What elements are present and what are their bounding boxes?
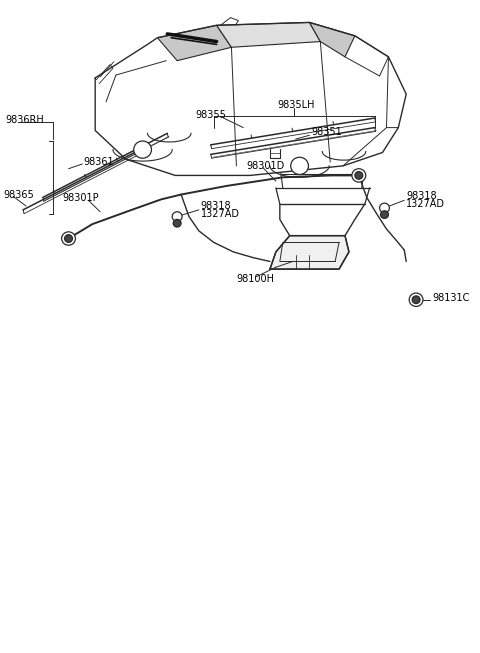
Circle shape [172, 212, 182, 221]
Circle shape [355, 172, 363, 179]
Text: 98301P: 98301P [62, 193, 99, 203]
Polygon shape [310, 22, 355, 57]
Text: 98318: 98318 [201, 201, 231, 211]
Circle shape [380, 203, 389, 213]
Text: 1327AD: 1327AD [201, 209, 240, 219]
Circle shape [291, 157, 309, 174]
Polygon shape [216, 22, 320, 47]
Text: 9835LH: 9835LH [278, 100, 315, 110]
Circle shape [409, 293, 423, 306]
Text: 98100H: 98100H [236, 274, 275, 283]
Text: 98301D: 98301D [246, 161, 285, 171]
Text: 98351: 98351 [312, 127, 342, 137]
Text: 98365: 98365 [3, 189, 34, 200]
Circle shape [173, 219, 181, 227]
Text: 98318: 98318 [406, 191, 437, 202]
Circle shape [412, 296, 420, 304]
Text: 9836RH: 9836RH [5, 115, 44, 125]
Circle shape [61, 232, 75, 246]
Circle shape [65, 234, 72, 242]
Text: 1327AD: 1327AD [406, 199, 445, 209]
Circle shape [134, 141, 152, 158]
Polygon shape [157, 25, 231, 61]
Polygon shape [270, 236, 349, 269]
Text: 98131C: 98131C [432, 293, 469, 303]
Text: 98355: 98355 [195, 110, 226, 120]
Circle shape [381, 211, 388, 219]
Circle shape [352, 168, 366, 182]
Text: 98361: 98361 [84, 157, 114, 167]
